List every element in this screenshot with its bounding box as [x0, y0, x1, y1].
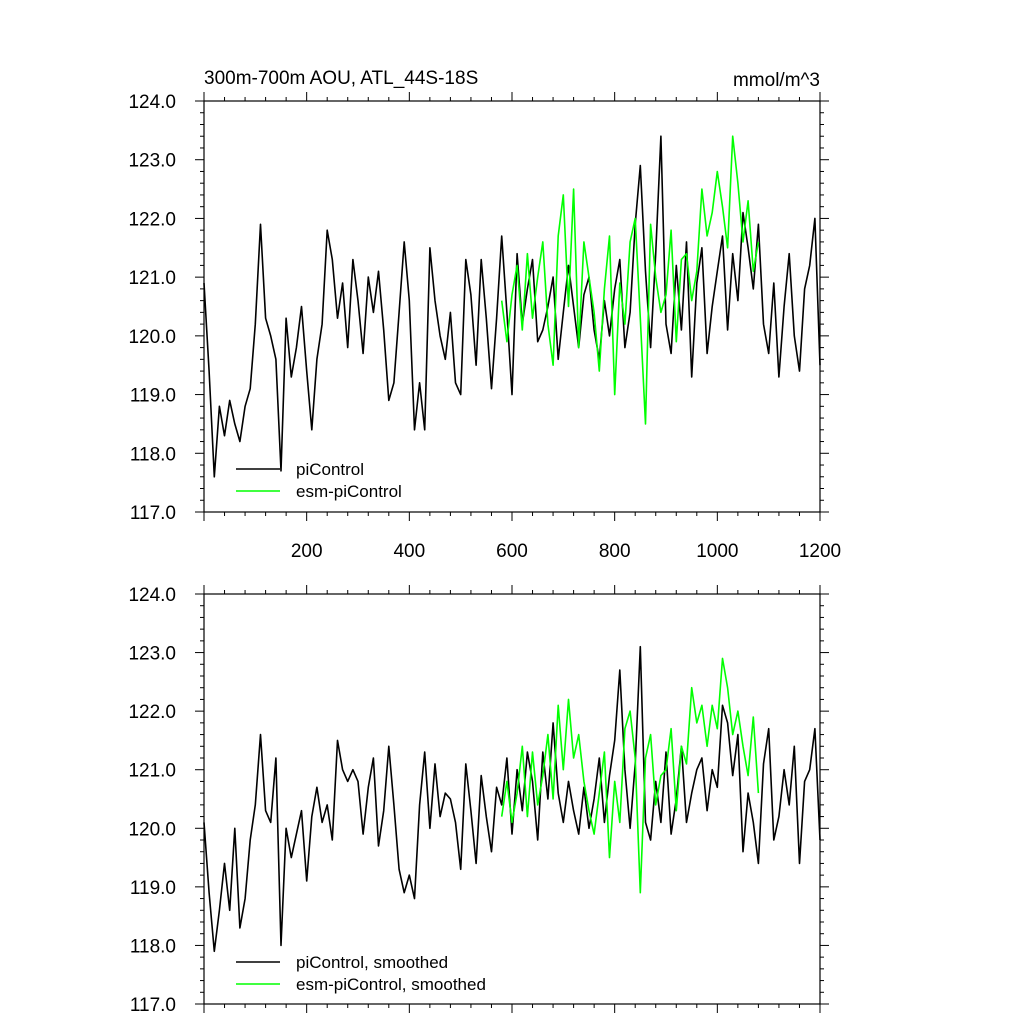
- legend-label: esm-piControl, smoothed: [296, 975, 486, 994]
- y-tick-label: 122.0: [128, 702, 176, 723]
- chart-title: 300m-700m AOU, ATL_44S-18S: [204, 68, 478, 89]
- x-tick-label: 400: [393, 541, 425, 562]
- legend-label: piControl: [296, 460, 364, 479]
- units-label: mmol/m^3: [733, 70, 820, 91]
- y-tick-label: 121.0: [128, 761, 176, 782]
- y-tick-label: 124.0: [128, 585, 176, 606]
- series-line-picontrol: [203, 135, 821, 478]
- series-line-esm-picontrol: [500, 657, 760, 894]
- y-tick-label: 124.0: [128, 92, 176, 113]
- y-tick-label: 119.0: [130, 386, 176, 407]
- x-tick-label: 200: [291, 541, 323, 562]
- y-tick-label: 123.0: [128, 151, 176, 172]
- series-line-esm-picontrol: [500, 135, 760, 425]
- y-tick-label: 123.0: [128, 644, 176, 665]
- y-tick-label: 118.0: [130, 936, 176, 957]
- y-tick-label: 120.0: [128, 819, 176, 840]
- y-tick-label: 119.0: [130, 878, 176, 899]
- x-tick-label: 800: [599, 541, 631, 562]
- legend-label: piControl, smoothed: [296, 953, 448, 972]
- x-tick-label: 1000: [696, 541, 738, 562]
- x-tick-label: 1200: [799, 541, 841, 562]
- y-tick-label: 117.0: [130, 995, 176, 1016]
- bottom-panel: 117.0 118.0 119.0 120.0 121.0 122.0 123.0 124.0…: [128, 585, 829, 1016]
- y-tick-label: 121.0: [128, 268, 176, 289]
- plot-frame: [203, 593, 821, 1005]
- y-tick-label: 117.0: [130, 503, 176, 524]
- y-tick-label: 118.0: [130, 444, 176, 465]
- plot-frame: [203, 100, 821, 513]
- top-panel: 300m-700m AOU, ATL_44S-18S mmol/m^3 117.…: [128, 68, 841, 562]
- x-tick-label: 600: [496, 541, 528, 562]
- y-tick-label: 120.0: [128, 327, 176, 348]
- y-tick-label: 122.0: [128, 209, 176, 230]
- series-line-picontrol: [203, 645, 821, 953]
- legend-label: esm-piControl: [296, 482, 402, 501]
